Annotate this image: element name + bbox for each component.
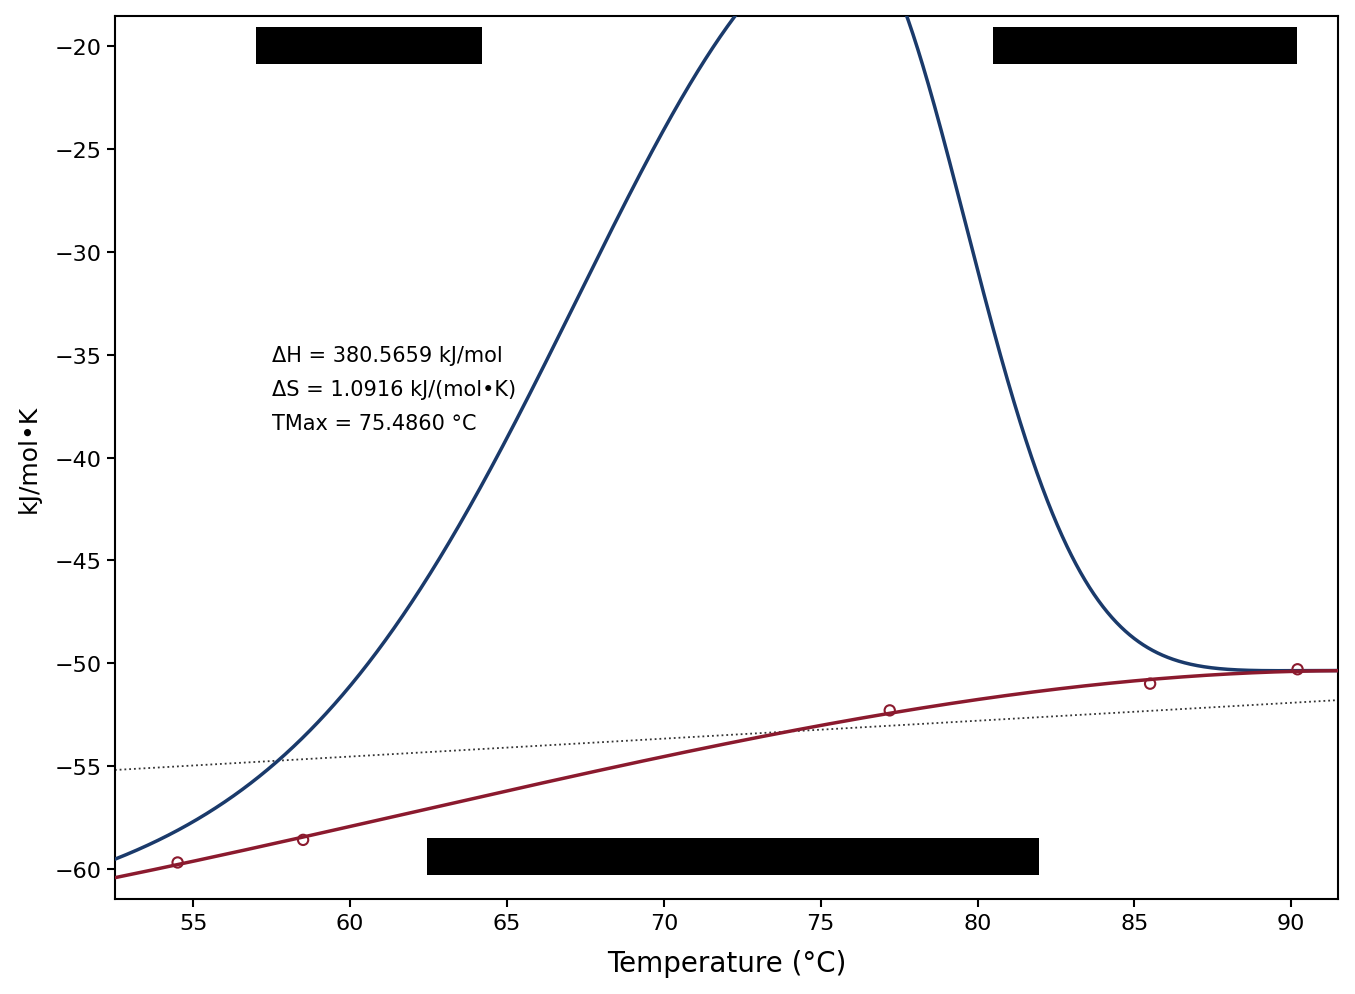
Point bbox=[1287, 662, 1309, 678]
Point bbox=[879, 703, 901, 719]
X-axis label: Temperature (°C): Temperature (°C) bbox=[607, 949, 847, 977]
Point bbox=[167, 855, 188, 871]
Text: ΔH = 380.5659 kJ/mol
ΔS = 1.0916 kJ/(mol•K)
TMax = 75.4860 °C: ΔH = 380.5659 kJ/mol ΔS = 1.0916 kJ/(mol… bbox=[272, 345, 516, 434]
Point bbox=[293, 832, 314, 848]
Point bbox=[1140, 676, 1161, 692]
Bar bbox=[427, 838, 1038, 875]
Bar bbox=[993, 28, 1297, 66]
Y-axis label: kJ/mol•K: kJ/mol•K bbox=[16, 404, 41, 512]
Bar bbox=[256, 28, 482, 66]
